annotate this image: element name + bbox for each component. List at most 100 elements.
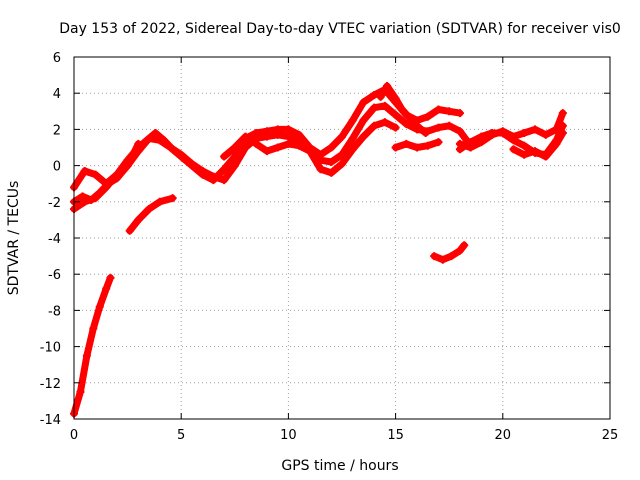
data-point [295,130,304,139]
data-point [155,197,164,206]
data-point [423,112,432,121]
axis-ticks: 0 5 10 15 20 25 -14 -12 -10 -8 -6 -4 -2 0 2 4 6 [40,51,619,443]
data-point [284,132,293,141]
data-point [455,145,464,154]
data-point [466,138,475,147]
data-point [230,161,239,170]
data-point [273,143,282,152]
data-point [421,129,430,138]
data-point [252,139,261,148]
data-point [102,284,111,293]
data-point [488,129,497,138]
data-point [509,145,518,154]
data-point [530,125,539,134]
data-series-5 [220,118,400,177]
y-tick-label: -4 [48,232,61,247]
data-point [348,134,357,143]
x-tick-label: 25 [602,428,619,443]
data-point [241,143,250,152]
data-point [391,143,400,152]
data-point [430,252,439,261]
x-tick-label: 15 [387,428,404,443]
data-point [87,195,96,204]
data-point [338,132,346,141]
data-point [383,81,392,90]
data-point [348,145,357,154]
y-tick-label: 0 [53,160,61,175]
y-tick-label: -14 [40,413,61,428]
data-point [402,139,411,148]
x-tick-label: 10 [280,428,297,443]
data-series-10 [509,129,567,161]
data-point [455,127,464,136]
data-point [95,302,104,311]
data-point [95,188,104,197]
data-point [445,121,454,130]
data-point [209,172,218,181]
data-point [327,157,336,166]
data-point [76,387,85,396]
data-point [391,110,400,119]
data-point [125,226,134,235]
data-point [434,138,443,147]
y-tick-label: 6 [53,51,61,66]
data-point [359,116,368,125]
data-point [391,123,400,132]
data-point [498,129,507,138]
data-point [220,152,229,161]
y-tick-label: 2 [53,123,61,138]
data-point [413,121,422,130]
data-point [273,130,282,139]
data-point [80,167,89,176]
data-point [370,121,379,130]
y-tick-label: -8 [48,304,61,319]
data-point [402,119,411,128]
data-point [305,147,314,156]
x-axis-label: GPS time / hours [281,458,398,474]
data-point [134,215,143,224]
data-point [168,194,177,203]
data-point [413,143,422,152]
data-point [477,132,486,141]
data-point [520,141,529,150]
data-point [316,165,325,174]
data-point [166,143,175,152]
data-point [106,273,115,282]
data-point [348,116,357,125]
data-point [370,91,379,100]
data-point [423,141,432,150]
data-point [359,98,368,107]
x-tick-label: 20 [495,428,512,443]
data-series-6 [376,81,430,138]
chart-title: Day 153 of 2022, Sidereal Day-to-day VTE… [59,21,621,37]
data-point [230,143,239,152]
data-layer [70,81,567,418]
data-point [123,161,132,170]
data-point [198,167,207,176]
data-point [434,105,443,114]
y-tick-label: -10 [40,341,61,356]
data-point [327,143,336,152]
data-point [460,241,469,250]
data-point [112,174,121,183]
data-point [541,152,550,161]
y-tick-label: -2 [48,196,61,211]
data-point [509,136,518,145]
data-point [104,179,113,188]
data-point [541,130,550,139]
data-point [359,132,368,141]
data-point [91,170,100,179]
data-point [241,132,250,141]
data-point [530,147,539,156]
y-tick-label: -12 [40,377,61,392]
x-tick-label: 5 [177,428,185,443]
data-point [82,351,91,360]
data-point [338,159,346,168]
data-point [220,176,229,185]
data-point [520,150,529,159]
data-point [134,139,143,148]
grid [74,57,610,419]
data-point [520,129,529,138]
data-point [177,150,186,159]
